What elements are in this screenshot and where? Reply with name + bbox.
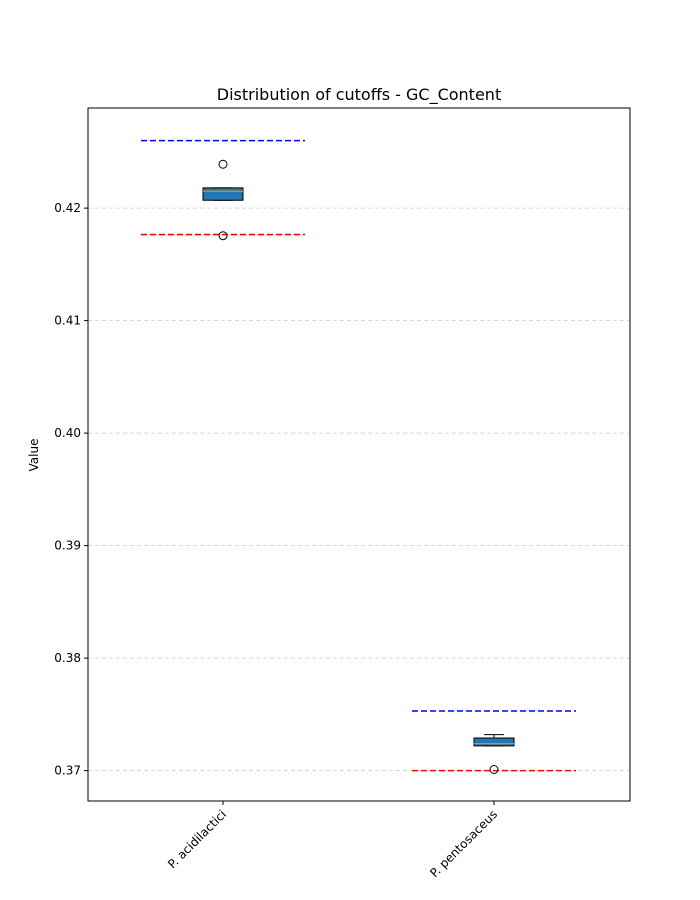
- outlier-point: [489, 765, 499, 774]
- y-tick-label: 0.37: [54, 764, 81, 778]
- y-axis-label: Value: [27, 439, 41, 472]
- box: [473, 737, 515, 747]
- y-tick-label: 0.38: [54, 651, 81, 665]
- x-tick-label: P. acidilactici: [165, 807, 229, 871]
- box: [202, 187, 244, 201]
- plot-data: [141, 139, 576, 774]
- outlier-point: [218, 231, 228, 241]
- axes: 0.37 0.38 0.39 0.40 0.41 0.42 P. acidilactici P…: [54, 201, 500, 880]
- grid: [88, 207, 630, 772]
- outlier-point: [218, 159, 228, 169]
- y-tick-label: 0.41: [54, 314, 81, 328]
- y-tick-label: 0.42: [54, 201, 81, 215]
- x-tick-label: P. pentosaceus: [427, 807, 500, 880]
- plot-frame: [87, 107, 631, 802]
- chart-title: Distribution of cutoffs - GC_Content: [217, 85, 501, 105]
- y-tick-label: 0.39: [54, 539, 81, 553]
- y-tick-label: 0.40: [54, 426, 81, 440]
